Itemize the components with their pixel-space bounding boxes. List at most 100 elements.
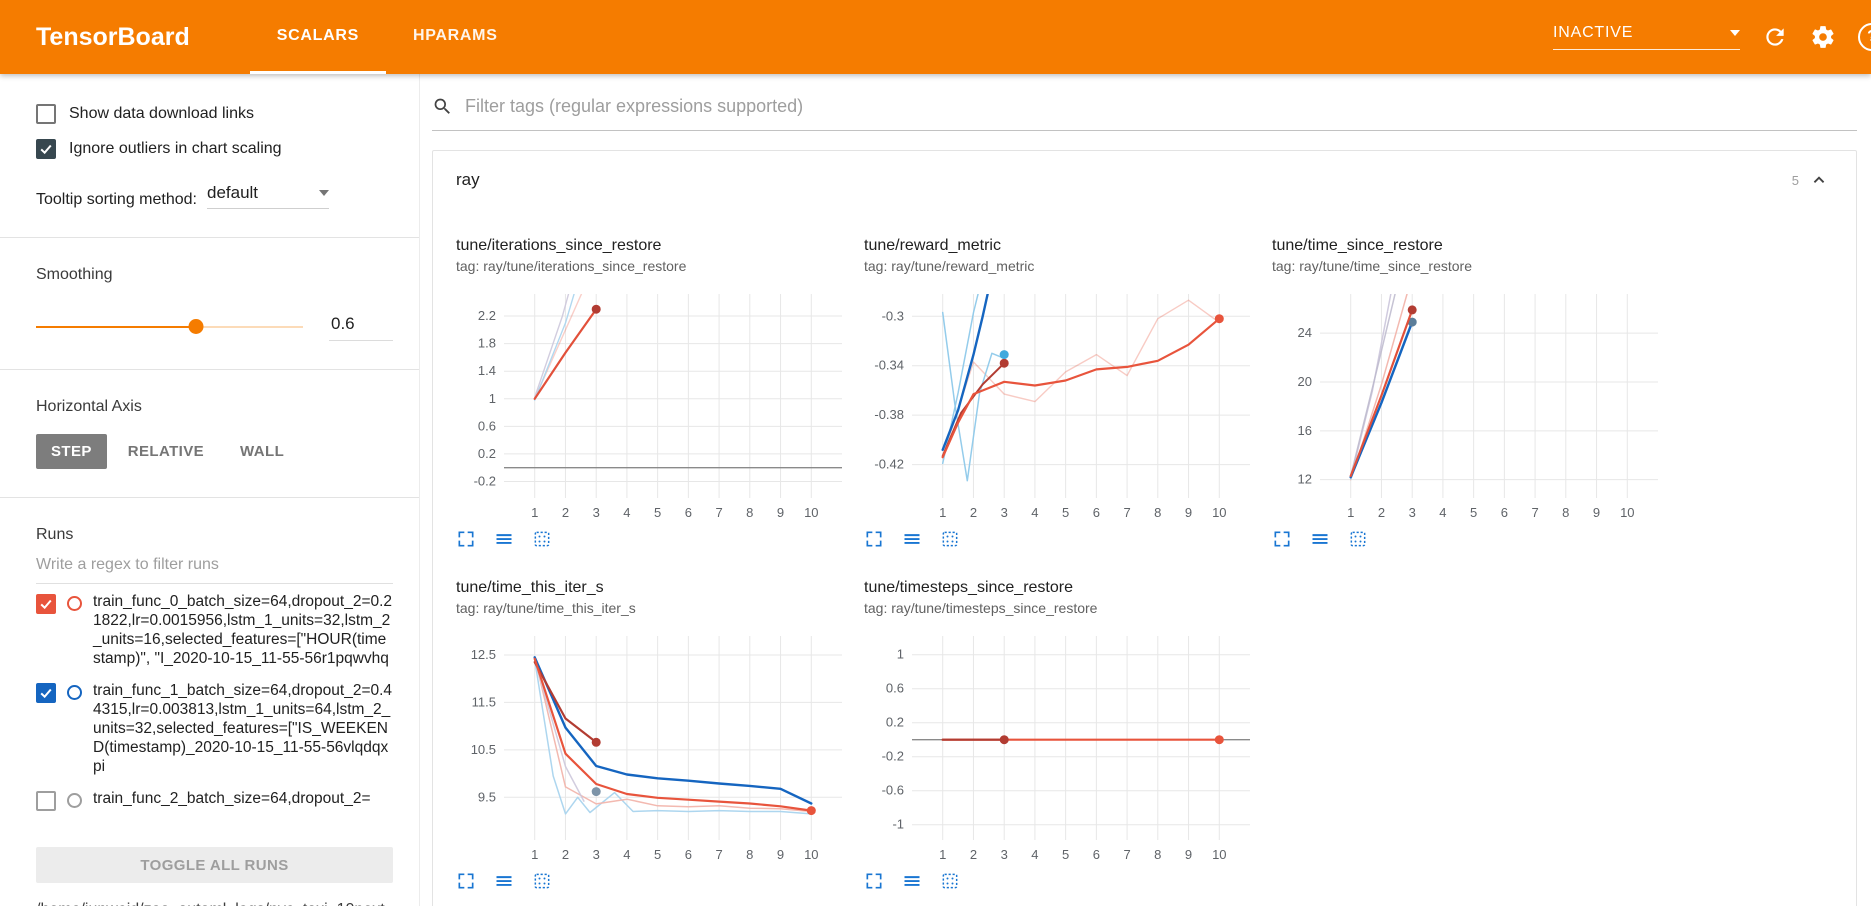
tab-scalars[interactable]: SCALARS <box>249 0 386 74</box>
status-dropdown-value: INACTIVE <box>1553 24 1634 41</box>
chart-actions <box>456 871 850 891</box>
run-row[interactable]: train_func_0_batch_size=64,dropout_2=0.2… <box>36 592 393 668</box>
svg-text:10: 10 <box>1212 505 1226 520</box>
view-runs-icon[interactable] <box>494 871 514 891</box>
expand-chart-icon[interactable] <box>456 871 476 891</box>
fit-domain-icon[interactable] <box>532 871 552 891</box>
series <box>533 656 816 816</box>
tag-group-title: ray <box>456 170 480 189</box>
svg-text:6: 6 <box>685 505 692 520</box>
svg-text:8: 8 <box>1154 505 1161 520</box>
settings-gear-icon[interactable] <box>1810 24 1836 50</box>
smoothing-slider-thumb[interactable] <box>188 319 204 334</box>
run-row[interactable]: train_func_1_batch_size=64,dropout_2=0.4… <box>36 681 393 776</box>
chart-card: tune/time_this_iter_s tag: ray/tune/time_… <box>456 579 850 891</box>
run-radio[interactable] <box>67 596 82 611</box>
chart-title: tune/time_this_iter_s <box>456 579 604 596</box>
status-dropdown[interactable]: INACTIVE <box>1553 24 1740 50</box>
fit-domain-icon[interactable] <box>940 529 960 549</box>
toggle-all-runs-button[interactable]: TOGGLE ALL RUNS <box>36 847 393 883</box>
view-runs-icon[interactable] <box>902 529 922 549</box>
grid <box>912 636 1250 840</box>
ignore-outliers-row[interactable]: Ignore outliers in chart scaling <box>36 139 393 159</box>
svg-text:4: 4 <box>1439 505 1446 520</box>
search-icon <box>432 96 453 117</box>
svg-text:16: 16 <box>1298 423 1312 438</box>
view-runs-icon[interactable] <box>902 871 922 891</box>
refresh-icon[interactable] <box>1762 24 1788 50</box>
expand-chart-icon[interactable] <box>864 871 884 891</box>
svg-text:1: 1 <box>897 647 904 662</box>
svg-text:6: 6 <box>1093 505 1100 520</box>
show-download-links-row[interactable]: Show data download links <box>36 104 393 124</box>
run-checkbox[interactable] <box>36 791 56 811</box>
svg-text:24: 24 <box>1298 325 1312 340</box>
svg-text:3: 3 <box>593 505 600 520</box>
fit-domain-icon[interactable] <box>532 529 552 549</box>
run-checkbox[interactable] <box>36 683 56 703</box>
svg-text:5: 5 <box>1062 847 1069 862</box>
scalar-line-chart[interactable]: 9.5 10.5 11.5 12.5 1 2 3 4 5 6 7 8 9 10 <box>456 626 850 867</box>
svg-text:7: 7 <box>715 505 722 520</box>
axis-button-step[interactable]: STEP <box>36 434 107 469</box>
svg-text:7: 7 <box>1531 505 1538 520</box>
view-runs-icon[interactable] <box>1310 529 1330 549</box>
tab-hparams[interactable]: HPARAMS <box>412 26 498 44</box>
svg-text:-0.2: -0.2 <box>474 474 496 489</box>
runs-filter-input[interactable] <box>36 544 393 584</box>
expand-chart-icon[interactable] <box>1272 529 1292 549</box>
chevron-down-icon <box>1730 30 1740 36</box>
chart-title: tune/reward_metric <box>864 237 1001 254</box>
smoothing-slider-fill <box>36 325 197 328</box>
collapse-card-icon[interactable] <box>1808 169 1830 191</box>
divider <box>0 497 419 498</box>
divider <box>0 369 419 370</box>
show-download-links-label: Show data download links <box>69 105 255 122</box>
svg-text:8: 8 <box>746 505 753 520</box>
svg-text:3: 3 <box>1001 847 1008 862</box>
chart-card: tune/reward_metric tag: ray/tune/reward_m… <box>864 237 1258 549</box>
run-row[interactable]: train_func_2_batch_size=64,dropout_2= <box>36 789 393 811</box>
svg-text:6: 6 <box>1501 505 1508 520</box>
smoothing-value-input[interactable]: 0.6 <box>329 312 393 341</box>
run-name: train_func_1_batch_size=64,dropout_2=0.4… <box>93 682 393 775</box>
chart-actions <box>864 529 1258 549</box>
tag-group-header[interactable]: ray 5 <box>433 151 1856 209</box>
run-radio[interactable] <box>67 793 82 808</box>
axis-labels: -0.42 -0.38 -0.34 -0.3 1 2 3 4 5 6 7 8 9 10 <box>874 308 1226 520</box>
chart-actions <box>456 529 850 549</box>
scalar-line-chart[interactable]: -0.42 -0.38 -0.34 -0.3 1 2 3 4 5 6 7 8 9 10 <box>864 284 1258 525</box>
svg-text:5: 5 <box>654 847 661 862</box>
svg-text:10: 10 <box>1620 505 1634 520</box>
svg-text:-0.38: -0.38 <box>874 407 904 422</box>
chart-card: tune/iterations_since_restore tag: ray/tu… <box>456 237 850 549</box>
axis-button-wall[interactable]: WALL <box>225 434 299 469</box>
ignore-outliers-checkbox[interactable] <box>36 139 56 159</box>
scalar-line-chart[interactable]: -0.2 0.2 0.6 1 1.4 1.8 2.2 1 2 3 4 5 6 7 8 9 10 <box>456 284 850 525</box>
axis-button-relative[interactable]: RELATIVE <box>113 434 219 469</box>
chart-tag: tag: ray/tune/time_this_iter_s <box>456 600 636 616</box>
svg-text:5: 5 <box>654 505 661 520</box>
svg-text:9.5: 9.5 <box>478 789 496 804</box>
help-icon[interactable]: ? <box>1858 23 1871 51</box>
scalar-line-chart[interactable]: -1 -0.6 -0.2 0.2 0.6 1 1 2 3 4 5 6 7 8 9 10 <box>864 626 1258 867</box>
filter-tags-input[interactable] <box>465 96 1857 117</box>
expand-chart-icon[interactable] <box>864 529 884 549</box>
fit-domain-icon[interactable] <box>940 871 960 891</box>
svg-text:4: 4 <box>1031 505 1038 520</box>
run-checkbox[interactable] <box>36 594 56 614</box>
svg-text:0.2: 0.2 <box>478 446 496 461</box>
tooltip-sorting-dropdown[interactable]: default <box>206 183 329 209</box>
smoothing-slider[interactable] <box>36 319 303 334</box>
tag-filter-bar <box>432 96 1857 131</box>
fit-domain-icon[interactable] <box>1348 529 1368 549</box>
expand-chart-icon[interactable] <box>456 529 476 549</box>
run-radio[interactable] <box>67 685 82 700</box>
show-download-links-checkbox[interactable] <box>36 104 56 124</box>
tag-group-count: 5 <box>1791 172 1799 188</box>
view-runs-icon[interactable] <box>494 529 514 549</box>
svg-text:1: 1 <box>489 391 496 406</box>
svg-text:12.5: 12.5 <box>471 647 496 662</box>
